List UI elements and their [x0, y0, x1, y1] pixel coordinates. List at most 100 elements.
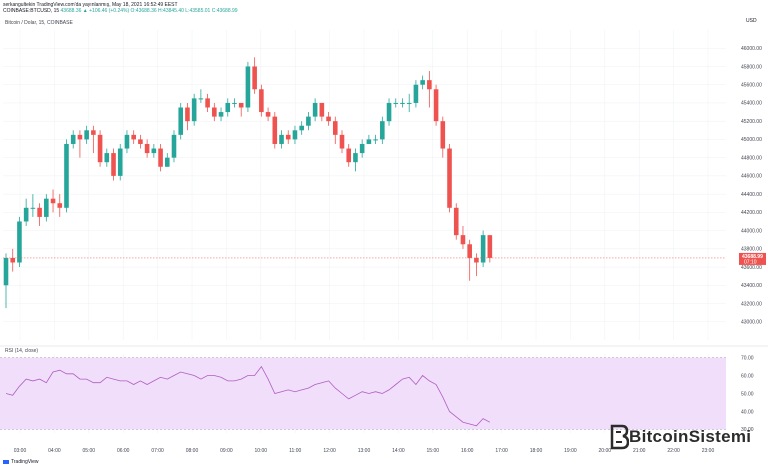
price-tick-label: 43200.00: [741, 301, 762, 307]
candle-body: [460, 235, 466, 245]
tradingview-icon: [3, 459, 9, 464]
candle-body: [238, 102, 244, 108]
candle-body: [433, 89, 439, 122]
time-tick-label: 15:00: [427, 448, 440, 454]
rsi-tick-label: 30.00: [741, 427, 754, 433]
price-tick-label: 45400.00: [741, 101, 762, 107]
candle-body: [272, 116, 278, 144]
candle-body: [386, 102, 392, 122]
last-price-countdown: 07:10: [744, 259, 757, 265]
price-tick-label: 43800.00: [741, 247, 762, 253]
candle-body: [413, 84, 419, 103]
candle-body: [353, 153, 358, 163]
logo-text: BitcoinSistemi: [629, 427, 752, 446]
candle-body: [17, 221, 22, 263]
candle-body: [259, 89, 264, 113]
candle-body: [64, 143, 69, 208]
price-change: 43688.36 ▲ +106.46 (+0.24%) O:43688.36 H…: [60, 8, 238, 14]
rsi-band: [0, 357, 726, 430]
time-tick-label: 14:00: [392, 448, 405, 454]
candle-body: [97, 134, 103, 163]
candle-body: [474, 257, 479, 263]
last-price-badge: [739, 252, 766, 265]
time-tick-label: 19:00: [564, 448, 577, 454]
candle-body: [212, 107, 217, 117]
time-tick-label: 22:00: [667, 448, 680, 454]
candle-body: [373, 139, 378, 141]
candle-body: [191, 98, 197, 122]
price-tick-label: 43000.00: [741, 320, 762, 326]
candle-body: [265, 112, 271, 117]
candle-body: [205, 98, 210, 108]
rsi-tick-label: 50.00: [741, 391, 754, 397]
candle-body: [44, 198, 49, 217]
tradingview-label: TradingView: [11, 459, 39, 465]
time-tick-label: 05:00: [83, 448, 96, 454]
price-tick-label: 45800.00: [741, 64, 762, 70]
candle-body: [299, 125, 304, 131]
candle-body: [453, 207, 459, 236]
price-tick-label: 46000.00: [741, 46, 762, 52]
candle-body: [164, 157, 170, 167]
candle-body: [158, 148, 163, 167]
candle-body: [440, 121, 446, 149]
candle-body: [84, 130, 89, 140]
rsi-tick-label: 60.00: [741, 373, 754, 379]
price-axis: 46000.00 45800.00 45600.00 45400.00 45200.00…: [739, 46, 766, 326]
candle-body: [131, 134, 136, 140]
candle-body: [366, 139, 372, 144]
time-tick-label: 06:00: [117, 448, 130, 454]
time-tick-label: 21:00: [633, 448, 646, 454]
symbol-ohlc-line: COINBASE:BTCUSD, 15 43688.36 ▲ +106.46 (…: [3, 8, 238, 14]
candle-body: [77, 134, 83, 140]
time-tick-label: 18:00: [530, 448, 543, 454]
currency-label: USD: [746, 18, 757, 24]
time-tick-label: 12:00: [323, 448, 336, 454]
candle-body: [346, 148, 352, 163]
candle-body: [10, 257, 16, 263]
candle-body: [218, 112, 224, 117]
candle-body: [185, 107, 190, 122]
candle-body: [400, 102, 405, 104]
candle-body: [30, 207, 36, 209]
time-tick-label: 17:00: [495, 448, 508, 454]
price-tick-label: 43600.00: [741, 265, 762, 271]
candle-body: [138, 139, 143, 144]
chart-title: Bitcoin / Dolar, 15, COINBASE: [5, 20, 73, 26]
price-tick-label: 45600.00: [741, 83, 762, 89]
candle-body: [111, 153, 116, 176]
candle-body: [232, 102, 237, 104]
candle-body: [117, 148, 123, 176]
rsi-tick-label: 40.00: [741, 409, 754, 415]
candle-body: [393, 102, 399, 104]
candle-body: [285, 134, 291, 140]
candle-body: [380, 121, 385, 140]
candle-body: [359, 143, 365, 154]
price-tick-label: 44200.00: [741, 210, 762, 216]
candle-body: [339, 134, 345, 149]
candle-body: [151, 148, 157, 154]
candle-body: [279, 134, 284, 144]
candle-body: [50, 198, 56, 204]
candle-body: [319, 102, 325, 117]
grid-lines: [0, 30, 768, 433]
price-tick-label: 45000.00: [741, 137, 762, 143]
symbol-label: COINBASE:BTCUSD, 15: [3, 8, 60, 14]
candle-body: [124, 134, 130, 149]
time-tick-label: 08:00: [186, 448, 199, 454]
bitcoin-logo-icon: [610, 424, 629, 450]
candle-body: [70, 134, 76, 144]
candle-body: [406, 102, 412, 104]
rsi-line: [5, 365, 490, 427]
candle-body: [480, 235, 486, 263]
candle-body: [467, 244, 472, 258]
tradingview-brand: TradingView: [3, 459, 39, 465]
time-tick-label: 04:00: [48, 448, 61, 454]
time-tick-label: 11:00: [289, 448, 301, 454]
time-tick-label: 20:00: [599, 448, 612, 454]
price-tick-label: 43400.00: [741, 283, 762, 289]
candle-body: [178, 107, 184, 135]
time-tick-label: 13:00: [358, 448, 371, 454]
time-tick-label: 10:00: [255, 448, 268, 454]
